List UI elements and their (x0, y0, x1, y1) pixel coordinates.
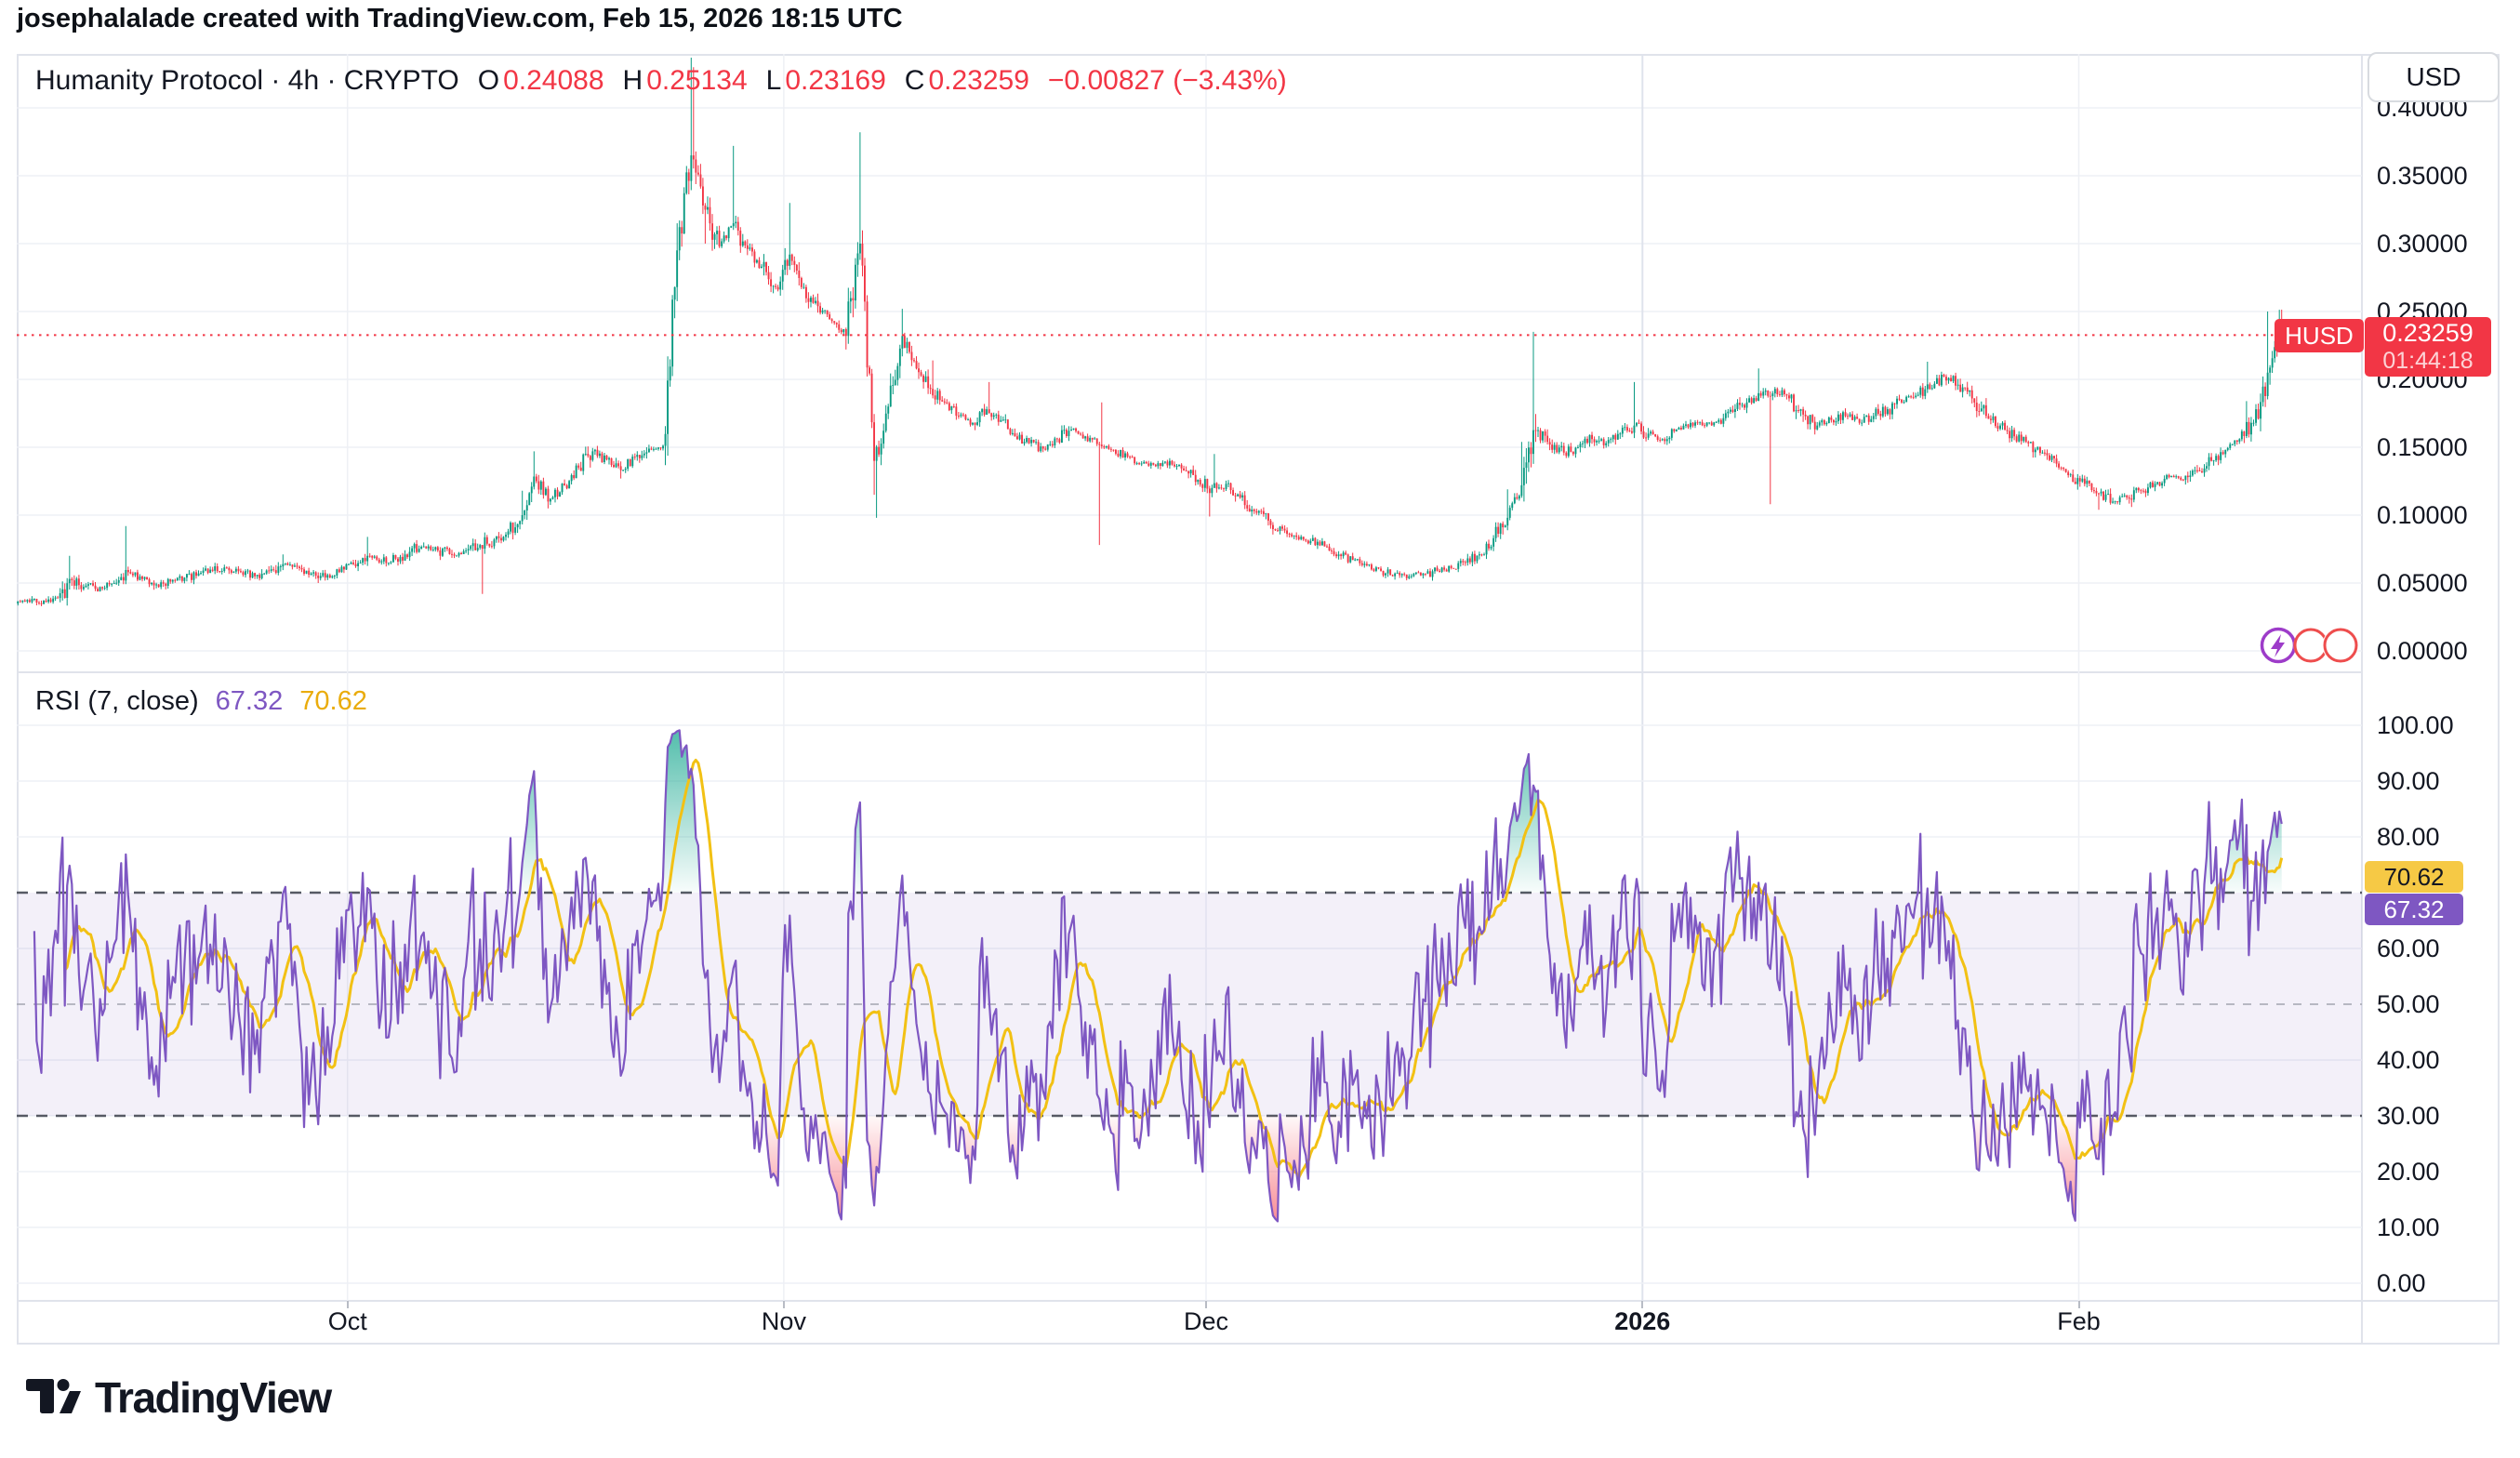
rsi-title[interactable]: RSI (7, close) (35, 686, 199, 716)
last-price-label: 0.23259 01:44:18 (2365, 317, 2491, 377)
widget-left-border (17, 54, 19, 1345)
price-scale-label: 0.35000 (2377, 162, 2468, 190)
grid-lines (17, 54, 2362, 1301)
candlesticks[interactable] (17, 58, 2283, 606)
rsi-scale-label: 20.00 (2377, 1158, 2440, 1186)
time-axis-tick (2077, 1301, 2080, 1308)
rsi-scale-label: 80.00 (2377, 823, 2440, 851)
time-axis-top-border (17, 1300, 2500, 1302)
widget-right-border (2498, 54, 2500, 1345)
close-value: 0.23259 (928, 65, 1029, 96)
countdown-timer: 01:44:18 (2382, 348, 2474, 374)
attribution-text: josephalalade created with TradingView.c… (17, 4, 903, 33)
low-label: L (765, 65, 782, 96)
time-axis-label: Nov (761, 1307, 806, 1335)
ohlc-open: O 0.24088 (478, 65, 604, 97)
rsi-scale-label: 40.00 (2377, 1046, 2440, 1074)
time-axis-label: Oct (327, 1307, 367, 1335)
rsi-scale-label: 0.00 (2377, 1269, 2426, 1297)
price-scale-label: 0.10000 (2377, 501, 2468, 529)
humanity-protocol-logo-icon[interactable] (2260, 627, 2297, 664)
symbol-price-tag: HUSD (2275, 319, 2364, 352)
widget-top-border (17, 54, 2500, 56)
open-label: O (477, 65, 500, 96)
usd-flag-icon-front (2322, 627, 2359, 664)
rsi-oversold-fill (33, 1116, 2282, 1222)
price-scale-separator (2361, 54, 2363, 1345)
price-scale-label: 0.30000 (2377, 230, 2468, 258)
tradingview-logo-text: TradingView (95, 1373, 332, 1422)
instrument-logos[interactable] (2239, 617, 2362, 673)
tradingview-logo-icon (26, 1379, 81, 1413)
currency-toggle-button[interactable]: USD (2367, 52, 2500, 102)
ohlc-high: H 0.25134 (623, 65, 748, 97)
lightning-bolt-icon (2271, 634, 2285, 657)
time-axis-tick (782, 1301, 785, 1308)
open-value: 0.24088 (503, 65, 604, 96)
symbol-legend: Humanity Protocol · 4h · CRYPTO O 0.24088… (35, 65, 1287, 97)
time-axis-label: Feb (2057, 1307, 2101, 1335)
rsi-scale-label: 50.00 (2377, 990, 2440, 1018)
ohlc-close: C 0.23259 (905, 65, 1029, 97)
change-value: −0.00827 (−3.43%) (1047, 65, 1287, 96)
rsi-current-value: 67.32 (215, 686, 284, 716)
price-scale-label: 0.00000 (2377, 637, 2468, 665)
rsi-line (33, 729, 2283, 1223)
time-axis-label: 2026 (1614, 1307, 1671, 1335)
rsi-scale-label: 10.00 (2377, 1213, 2440, 1241)
rsi-scale-label: 90.00 (2377, 767, 2440, 795)
pane-divider (17, 671, 2361, 673)
widget-bottom-border (17, 1343, 2500, 1345)
ohlc-low: L 0.23169 (766, 65, 886, 97)
rsi-axis-label: 67.32 (2365, 894, 2463, 925)
rsi-scale-label: 60.00 (2377, 934, 2440, 962)
rsi-ma-line (63, 759, 2284, 1179)
price-scale-label: 0.05000 (2377, 569, 2468, 597)
high-label: H (622, 65, 643, 96)
rsi-legend: RSI (7, close) 67.32 70.62 (35, 686, 367, 717)
low-value: 0.23169 (785, 65, 886, 96)
rsi-ma-axis-label: 70.62 (2365, 861, 2463, 893)
rsi-ma-current-value: 70.62 (299, 686, 367, 716)
rsi-scale-label: 30.00 (2377, 1102, 2440, 1130)
time-axis-label: Dec (1184, 1307, 1229, 1335)
tradingview-logo[interactable]: TradingView (26, 1372, 332, 1423)
high-value: 0.25134 (646, 65, 748, 96)
time-axis-tick (1205, 1301, 1208, 1308)
symbol-title[interactable]: Humanity Protocol · 4h · CRYPTO (35, 65, 459, 96)
time-axis-tick (1641, 1301, 1644, 1308)
chart-plot[interactable] (17, 54, 2362, 1301)
rsi-scale-label: 100.00 (2377, 711, 2454, 739)
last-price-value: 0.23259 (2382, 319, 2474, 347)
close-label: C (904, 65, 925, 96)
time-axis-tick (346, 1301, 349, 1308)
price-scale-label: 0.15000 (2377, 433, 2468, 461)
